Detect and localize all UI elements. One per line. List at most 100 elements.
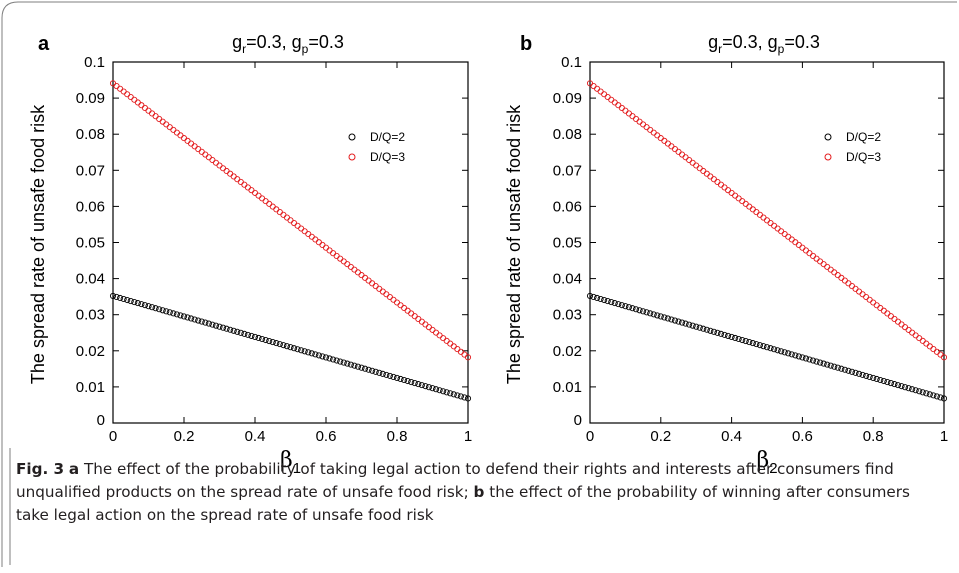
data-point [735, 335, 742, 343]
data-point [601, 296, 608, 304]
data-point [148, 110, 156, 117]
data-point [283, 214, 291, 221]
data-point [361, 365, 369, 372]
data-point [820, 261, 827, 268]
data-point [248, 187, 255, 194]
x-tick-label: 0.8 [387, 428, 408, 445]
x-axis-label-subscript: 2 [769, 460, 777, 477]
y-tick-label: 0 [574, 412, 582, 429]
data-point [916, 335, 923, 342]
y-tick-label: 0.06 [76, 198, 105, 215]
data-point [337, 358, 344, 365]
data-point [859, 371, 866, 378]
data-point [251, 189, 259, 196]
data-point [827, 266, 834, 273]
title-text: =0.3 [784, 32, 820, 52]
data-point [340, 258, 347, 265]
legend-label: D/Q=3 [846, 150, 881, 164]
data-point [390, 296, 397, 303]
data-point [618, 302, 625, 309]
data-point [909, 329, 916, 336]
data-point [241, 330, 248, 337]
data-point [418, 382, 425, 389]
data-point [184, 137, 191, 144]
data-point [696, 324, 703, 331]
data-point [615, 301, 622, 308]
data-point [650, 311, 657, 318]
data-point [223, 167, 230, 175]
data-point [778, 348, 785, 355]
data-point [450, 391, 457, 398]
y-tick-label: 0.01 [553, 379, 582, 396]
data-point [436, 332, 443, 339]
data-point [319, 353, 326, 360]
data-point [262, 198, 269, 205]
data-point [266, 200, 273, 207]
data-point [163, 308, 170, 315]
figure-caption: Fig. 3 a The effect of the probability o… [16, 458, 946, 527]
data-point [817, 359, 824, 366]
data-point [411, 380, 418, 387]
data-point [820, 360, 827, 367]
data-point [863, 372, 870, 379]
data-point [725, 187, 732, 194]
data-point [785, 350, 792, 357]
x-tick-label: 0 [586, 428, 594, 445]
caption-part-b-text: the effect of the probability of winning… [16, 483, 910, 524]
data-point [728, 189, 735, 196]
data-point [188, 315, 195, 322]
data-point [347, 263, 354, 270]
data-point [461, 394, 468, 401]
data-point [287, 344, 294, 351]
data-point [781, 349, 788, 356]
data-point [855, 370, 863, 377]
data-point [393, 374, 401, 381]
data-point [280, 342, 287, 349]
data-point [664, 315, 671, 322]
data-point [198, 318, 205, 325]
title-subscript: p [302, 42, 309, 56]
data-point [887, 380, 894, 387]
data-point [636, 118, 643, 125]
data-point [422, 321, 429, 328]
title-text: =0.3, g [246, 32, 302, 52]
data-point [597, 295, 604, 303]
data-point [326, 355, 333, 362]
data-point [594, 294, 601, 302]
data-point [817, 258, 824, 265]
data-point [227, 326, 234, 333]
data-point [756, 211, 763, 218]
data-point [845, 280, 852, 287]
data-point [919, 337, 926, 344]
data-point [276, 341, 283, 348]
data-point [608, 96, 615, 103]
data-point [191, 316, 198, 323]
data-point [379, 288, 386, 295]
data-point [383, 291, 390, 298]
data-point [887, 313, 894, 320]
data-point [785, 233, 792, 240]
x-axis-label: β2 [756, 448, 777, 477]
data-point [173, 129, 180, 136]
data-point [436, 387, 443, 394]
y-tick-label: 0.08 [553, 126, 582, 143]
data-point [294, 222, 301, 229]
data-point [891, 315, 898, 322]
data-point [632, 115, 640, 122]
data-point [749, 340, 756, 347]
data-point [594, 85, 601, 92]
data-point [891, 381, 898, 388]
data-point [675, 148, 682, 155]
data-point [696, 165, 703, 172]
data-point [464, 354, 472, 361]
data-point [205, 154, 212, 161]
data-point [351, 362, 358, 369]
data-point [809, 357, 817, 364]
data-point [933, 348, 940, 355]
x-tick-label: 0.4 [721, 428, 742, 445]
data-point [877, 304, 884, 312]
data-point [177, 312, 184, 319]
y-tick-label: 0.06 [553, 198, 582, 215]
data-point [841, 277, 848, 284]
